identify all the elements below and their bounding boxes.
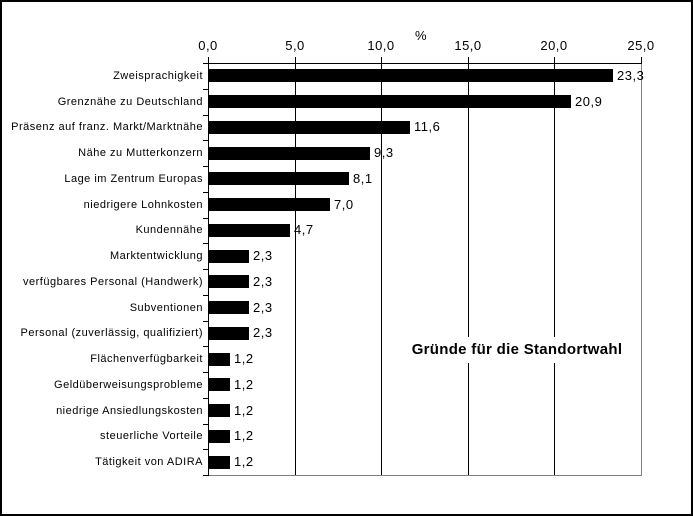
category-label: steuerliche Vorteile: [100, 430, 203, 442]
bar: [209, 353, 230, 366]
value-label: 7,0: [334, 197, 354, 212]
x-axis-tick-label: 10,0: [367, 38, 395, 53]
value-label: 1,2: [234, 351, 254, 366]
category-label: Grenznähe zu Deutschland: [57, 96, 203, 108]
category-label: Flächenverfügbarkeit: [90, 353, 203, 365]
value-label: 2,3: [253, 274, 273, 289]
x-axis-tick-label: 25,0: [627, 38, 655, 53]
bar: [209, 198, 330, 211]
category-label: Zweisprachigkeit: [113, 70, 203, 82]
bar: [209, 147, 370, 160]
y-axis-tick: [203, 321, 209, 322]
value-label: 1,2: [234, 377, 254, 392]
bar: [209, 327, 249, 340]
gridline: [468, 63, 469, 475]
y-axis-tick: [203, 243, 209, 244]
value-axis-title: %: [414, 28, 428, 43]
x-axis-tick: [641, 57, 642, 64]
value-label: 4,7: [294, 222, 314, 237]
value-label: 23,3: [617, 68, 645, 83]
value-label: 9,3: [374, 145, 394, 160]
y-axis-tick: [203, 63, 209, 64]
bar: [209, 172, 349, 185]
x-axis-tick: [381, 57, 382, 64]
category-label: Kundennähe: [135, 224, 203, 236]
gridline: [381, 63, 382, 475]
bar: [209, 224, 290, 237]
category-label: niedrigere Lohnkosten: [83, 199, 203, 211]
x-axis-tick: [554, 57, 555, 64]
category-label: Lage im Zentrum Europas: [64, 173, 203, 185]
y-axis-tick: [203, 140, 209, 141]
value-label: 8,1: [353, 171, 373, 186]
bar: [209, 301, 249, 314]
category-label: Personal (zuverlässig, qualifiziert): [20, 327, 203, 339]
y-axis-tick: [203, 89, 209, 90]
value-label: 2,3: [253, 300, 273, 315]
x-axis-tick: [208, 57, 209, 64]
bar: [209, 404, 230, 417]
bar: [209, 378, 230, 391]
x-axis-line: [208, 63, 642, 64]
y-axis-tick: [203, 269, 209, 270]
category-label: Tätigkeit von ADIRA: [95, 456, 203, 468]
y-axis-tick: [203, 218, 209, 219]
bar: [209, 95, 571, 108]
x-axis-tick-label: 0,0: [198, 38, 218, 53]
value-label: 1,2: [234, 428, 254, 443]
category-label: Präsenz auf franz. Markt/Marktnähe: [11, 121, 203, 133]
bar: [209, 275, 249, 288]
y-axis-tick: [203, 346, 209, 347]
y-axis-tick: [203, 398, 209, 399]
y-axis-tick: [203, 475, 209, 476]
value-label: 20,9: [575, 94, 603, 109]
y-axis-tick: [203, 295, 209, 296]
category-label: verfügbares Personal (Handwerk): [23, 276, 203, 288]
y-axis-tick: [203, 115, 209, 116]
value-label: 2,3: [253, 325, 273, 340]
y-axis-tick: [203, 372, 209, 373]
gridline: [295, 63, 296, 475]
y-axis-tick: [203, 192, 209, 193]
value-label: 2,3: [253, 248, 273, 263]
x-axis-tick-label: 15,0: [454, 38, 482, 53]
bar: [209, 121, 410, 134]
value-label: 11,6: [414, 119, 441, 134]
gridline: [554, 63, 555, 475]
y-axis-line: [208, 63, 209, 476]
chart-title: Gründe für die Standortwahl: [404, 337, 630, 363]
x-axis-tick: [468, 57, 469, 64]
x-axis-tick-label: 5,0: [285, 38, 305, 53]
value-label: 1,2: [234, 454, 254, 469]
category-label: Nähe zu Mutterkonzern: [78, 147, 203, 159]
value-label: 1,2: [234, 403, 254, 418]
category-label: Marktentwicklung: [110, 250, 203, 262]
x-axis-tick: [295, 57, 296, 64]
bar: [209, 250, 249, 263]
category-label: Subventionen: [129, 302, 203, 314]
y-axis-tick: [203, 166, 209, 167]
category-label: Geldüberweisungsprobleme: [54, 379, 203, 391]
bar: [209, 69, 613, 82]
category-label: niedrige Ansiedlungskosten: [56, 405, 203, 417]
y-axis-tick: [203, 449, 209, 450]
x-axis-tick-label: 20,0: [540, 38, 568, 53]
bar: [209, 430, 230, 443]
bar: [209, 456, 230, 469]
y-axis-tick: [203, 424, 209, 425]
